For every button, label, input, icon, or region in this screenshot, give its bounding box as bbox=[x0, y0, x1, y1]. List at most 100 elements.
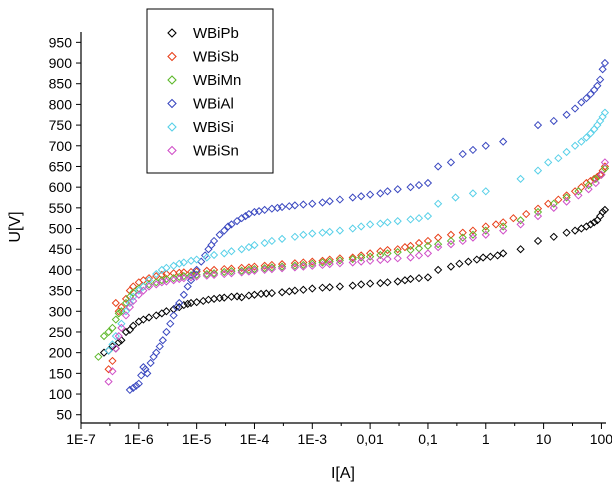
data-point bbox=[376, 247, 385, 256]
data-point bbox=[308, 259, 317, 268]
data-point bbox=[209, 265, 219, 275]
data-point bbox=[134, 379, 143, 388]
data-point bbox=[414, 180, 424, 190]
data-point bbox=[570, 141, 580, 150]
data-point bbox=[197, 257, 206, 266]
data-point bbox=[290, 201, 299, 210]
data-point bbox=[108, 356, 117, 366]
data-point bbox=[348, 281, 357, 290]
data-point bbox=[434, 162, 443, 171]
data-point bbox=[366, 190, 375, 199]
data-point bbox=[299, 262, 308, 271]
data-point bbox=[597, 170, 606, 179]
data-point bbox=[335, 256, 344, 265]
data-point bbox=[117, 323, 126, 332]
data-point bbox=[157, 276, 166, 285]
series-wbial bbox=[125, 58, 610, 395]
data-point bbox=[406, 215, 415, 224]
data-point bbox=[143, 369, 152, 378]
data-point bbox=[574, 187, 583, 196]
data-point bbox=[114, 309, 123, 318]
data-point bbox=[99, 348, 109, 357]
data-point bbox=[162, 263, 171, 272]
data-point bbox=[250, 290, 259, 299]
data-point bbox=[600, 158, 610, 167]
data-point bbox=[179, 258, 188, 267]
data-point bbox=[335, 254, 344, 263]
data-point bbox=[596, 75, 605, 84]
data-point bbox=[577, 183, 586, 192]
data-point bbox=[598, 207, 607, 217]
data-point bbox=[179, 274, 188, 283]
legend-label: WBiSn bbox=[193, 143, 239, 160]
data-point bbox=[237, 268, 246, 277]
data-point bbox=[570, 104, 580, 113]
data-point bbox=[533, 207, 543, 217]
data-point bbox=[290, 232, 299, 241]
data-point bbox=[227, 220, 236, 229]
y-tick-label: 500 bbox=[49, 221, 73, 237]
data-point bbox=[299, 200, 308, 209]
data-point bbox=[348, 253, 357, 262]
x-axis-label: I[A] bbox=[331, 465, 355, 482]
data-point bbox=[406, 183, 415, 192]
data-point bbox=[250, 266, 259, 275]
data-point bbox=[152, 278, 161, 287]
data-point bbox=[549, 203, 558, 212]
data-point bbox=[458, 236, 467, 246]
data-point bbox=[598, 65, 607, 74]
legend-marker bbox=[167, 98, 177, 109]
data-point bbox=[144, 313, 154, 322]
data-point bbox=[406, 274, 415, 284]
data-point bbox=[590, 174, 599, 183]
data-point bbox=[209, 270, 219, 279]
y-tick-label: 900 bbox=[49, 55, 73, 71]
data-point bbox=[267, 264, 276, 274]
data-point bbox=[162, 307, 171, 316]
y-ticks: 50 100 150 200 250 300 350 400 450 500 550 600 650 70… bbox=[49, 34, 81, 423]
data-point bbox=[499, 218, 508, 227]
data-point bbox=[544, 199, 553, 208]
x-tick-label: 1E-4 bbox=[240, 431, 270, 447]
data-point bbox=[121, 327, 131, 337]
data-point bbox=[227, 267, 236, 276]
data-point bbox=[260, 261, 269, 270]
x-tick-label: 1E-7 bbox=[66, 431, 96, 447]
data-point bbox=[562, 193, 571, 202]
data-point bbox=[400, 276, 410, 285]
y-tick-label: 850 bbox=[49, 76, 73, 92]
data-point bbox=[250, 262, 259, 271]
data-point bbox=[562, 110, 571, 119]
data-point bbox=[366, 256, 375, 265]
data-point bbox=[472, 255, 481, 264]
data-point bbox=[277, 262, 287, 271]
data-point bbox=[183, 299, 192, 308]
data-point bbox=[582, 133, 591, 142]
data-point bbox=[591, 174, 600, 183]
data-point bbox=[202, 271, 211, 280]
data-point bbox=[144, 280, 154, 289]
data-point bbox=[383, 255, 392, 264]
data-point bbox=[94, 352, 103, 361]
data-point bbox=[458, 233, 467, 242]
data-point bbox=[162, 277, 171, 286]
data-point bbox=[129, 321, 138, 330]
data-point bbox=[111, 315, 120, 324]
data-point bbox=[308, 284, 317, 293]
data-point bbox=[376, 189, 385, 198]
data-point bbox=[267, 236, 276, 246]
data-point bbox=[596, 212, 605, 221]
data-point bbox=[215, 230, 224, 239]
data-point bbox=[244, 243, 253, 252]
data-point bbox=[202, 266, 211, 275]
data-point bbox=[204, 245, 213, 254]
data-point bbox=[434, 199, 443, 208]
series-wbisn bbox=[104, 158, 610, 386]
data-point bbox=[129, 383, 138, 392]
y-tick-label: 800 bbox=[49, 96, 73, 112]
data-point bbox=[335, 226, 344, 235]
data-point bbox=[129, 296, 138, 306]
data-point bbox=[423, 241, 433, 251]
data-point bbox=[139, 286, 148, 295]
data-point bbox=[149, 352, 158, 361]
